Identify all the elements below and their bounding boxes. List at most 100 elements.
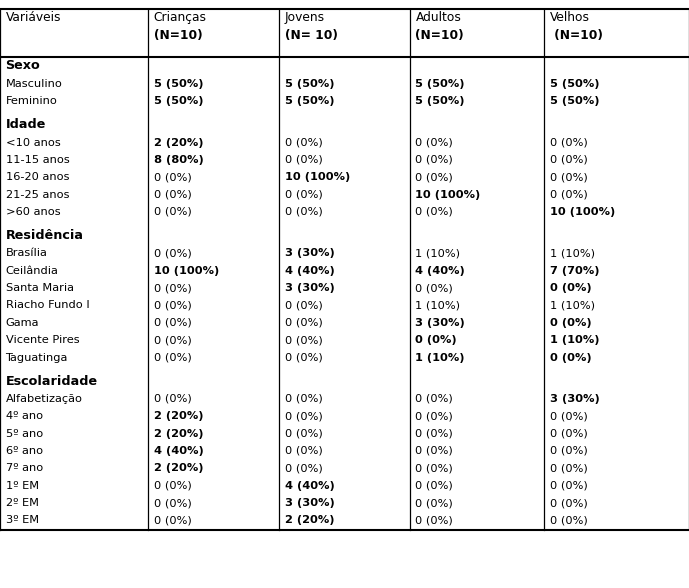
Text: 0 (0%): 0 (0%) <box>154 318 192 328</box>
Text: 0 (0%): 0 (0%) <box>415 138 453 148</box>
Text: 0 (0%): 0 (0%) <box>550 429 588 439</box>
Text: 4 (40%): 4 (40%) <box>415 266 465 276</box>
Text: 5º ano: 5º ano <box>6 429 43 439</box>
Text: 5 (50%): 5 (50%) <box>550 96 599 106</box>
Text: 5 (50%): 5 (50%) <box>285 79 334 89</box>
Text: 0 (0%): 0 (0%) <box>550 515 588 526</box>
Text: 0 (0%): 0 (0%) <box>415 429 453 439</box>
Text: 0 (0%): 0 (0%) <box>154 498 192 508</box>
Text: (N= 10): (N= 10) <box>285 29 338 42</box>
Text: 6º ano: 6º ano <box>6 446 43 456</box>
Text: 0 (0%): 0 (0%) <box>285 335 322 345</box>
Text: 0 (0%): 0 (0%) <box>415 480 453 491</box>
Text: 0 (0%): 0 (0%) <box>415 283 453 293</box>
Text: Variáveis: Variáveis <box>6 11 61 24</box>
Text: <10 anos: <10 anos <box>6 138 60 148</box>
Text: 0 (0%): 0 (0%) <box>550 463 588 473</box>
Text: Riacho Fundo I: Riacho Fundo I <box>6 300 90 310</box>
Text: 0 (0%): 0 (0%) <box>550 480 588 491</box>
Text: 3 (30%): 3 (30%) <box>285 498 334 508</box>
Text: 2 (20%): 2 (20%) <box>154 138 203 148</box>
Text: 0 (0%): 0 (0%) <box>285 300 322 310</box>
Text: Taguatinga: Taguatinga <box>6 352 68 363</box>
Text: 0 (0%): 0 (0%) <box>285 394 322 404</box>
Text: 1 (10%): 1 (10%) <box>550 335 599 345</box>
Text: 16-20 anos: 16-20 anos <box>6 172 69 182</box>
Text: 4 (40%): 4 (40%) <box>154 446 203 456</box>
Text: Masculino: Masculino <box>6 79 63 89</box>
Text: Crianças: Crianças <box>154 11 207 24</box>
Text: Residência: Residência <box>6 229 83 242</box>
Text: 0 (0%): 0 (0%) <box>550 318 591 328</box>
Text: 0 (0%): 0 (0%) <box>415 335 457 345</box>
Text: Velhos: Velhos <box>550 11 590 24</box>
Text: 5 (50%): 5 (50%) <box>154 96 203 106</box>
Text: 0 (0%): 0 (0%) <box>154 335 192 345</box>
Text: 3 (30%): 3 (30%) <box>550 394 599 404</box>
Text: 5 (50%): 5 (50%) <box>285 96 334 106</box>
Text: 0 (0%): 0 (0%) <box>154 207 192 217</box>
Text: 0 (0%): 0 (0%) <box>285 352 322 363</box>
Text: 10 (100%): 10 (100%) <box>285 172 350 182</box>
Text: 10 (100%): 10 (100%) <box>550 207 615 217</box>
Text: 0 (0%): 0 (0%) <box>550 446 588 456</box>
Text: 0 (0%): 0 (0%) <box>415 463 453 473</box>
Text: 2 (20%): 2 (20%) <box>154 429 203 439</box>
Text: Vicente Pires: Vicente Pires <box>6 335 79 345</box>
Text: 0 (0%): 0 (0%) <box>285 155 322 165</box>
Text: 0 (0%): 0 (0%) <box>285 446 322 456</box>
Text: 0 (0%): 0 (0%) <box>285 318 322 328</box>
Text: 5 (50%): 5 (50%) <box>154 79 203 89</box>
Text: (N=10): (N=10) <box>154 29 203 42</box>
Text: 0 (0%): 0 (0%) <box>550 172 588 182</box>
Text: 0 (0%): 0 (0%) <box>415 515 453 526</box>
Text: 0 (0%): 0 (0%) <box>154 352 192 363</box>
Text: 0 (0%): 0 (0%) <box>550 189 588 200</box>
Text: 0 (0%): 0 (0%) <box>154 172 192 182</box>
Text: 0 (0%): 0 (0%) <box>154 480 192 491</box>
Text: 2 (20%): 2 (20%) <box>285 515 334 526</box>
Text: 0 (0%): 0 (0%) <box>285 429 322 439</box>
Text: 0 (0%): 0 (0%) <box>285 207 322 217</box>
Text: 0 (0%): 0 (0%) <box>154 300 192 310</box>
Text: (N=10): (N=10) <box>550 29 603 42</box>
Text: 0 (0%): 0 (0%) <box>415 394 453 404</box>
Text: 1 (10%): 1 (10%) <box>415 248 460 259</box>
Text: 0 (0%): 0 (0%) <box>154 248 192 259</box>
Text: 0 (0%): 0 (0%) <box>154 515 192 526</box>
Text: 21-25 anos: 21-25 anos <box>6 189 69 200</box>
Text: 1 (10%): 1 (10%) <box>550 248 595 259</box>
Text: 0 (0%): 0 (0%) <box>550 283 591 293</box>
Text: 1 (10%): 1 (10%) <box>415 352 465 363</box>
Text: 2 (20%): 2 (20%) <box>154 411 203 422</box>
Text: 0 (0%): 0 (0%) <box>154 283 192 293</box>
Text: 5 (50%): 5 (50%) <box>415 96 465 106</box>
Text: 0 (0%): 0 (0%) <box>154 189 192 200</box>
Text: 3º EM: 3º EM <box>6 515 39 526</box>
Text: Sexo: Sexo <box>6 59 40 72</box>
Text: Gama: Gama <box>6 318 39 328</box>
Text: 0 (0%): 0 (0%) <box>415 155 453 165</box>
Text: 0 (0%): 0 (0%) <box>550 411 588 422</box>
Text: Brasília: Brasília <box>6 248 48 259</box>
Text: 5 (50%): 5 (50%) <box>415 79 465 89</box>
Text: 8 (80%): 8 (80%) <box>154 155 203 165</box>
Text: 11-15 anos: 11-15 anos <box>6 155 70 165</box>
Text: Jovens: Jovens <box>285 11 325 24</box>
Text: Escolaridade: Escolaridade <box>6 375 98 387</box>
Text: 1º EM: 1º EM <box>6 480 39 491</box>
Text: 4º ano: 4º ano <box>6 411 43 422</box>
Text: 7 (70%): 7 (70%) <box>550 266 599 276</box>
Text: 1 (10%): 1 (10%) <box>550 300 595 310</box>
Text: Adultos: Adultos <box>415 11 462 24</box>
Text: 0 (0%): 0 (0%) <box>415 172 453 182</box>
Text: 0 (0%): 0 (0%) <box>415 498 453 508</box>
Text: 0 (0%): 0 (0%) <box>415 207 453 217</box>
Text: 2 (20%): 2 (20%) <box>154 463 203 473</box>
Text: 10 (100%): 10 (100%) <box>415 189 481 200</box>
Text: 3 (30%): 3 (30%) <box>285 283 334 293</box>
Text: 0 (0%): 0 (0%) <box>285 411 322 422</box>
Text: 2º EM: 2º EM <box>6 498 39 508</box>
Text: Ceilândia: Ceilândia <box>6 266 59 276</box>
Text: 0 (0%): 0 (0%) <box>285 189 322 200</box>
